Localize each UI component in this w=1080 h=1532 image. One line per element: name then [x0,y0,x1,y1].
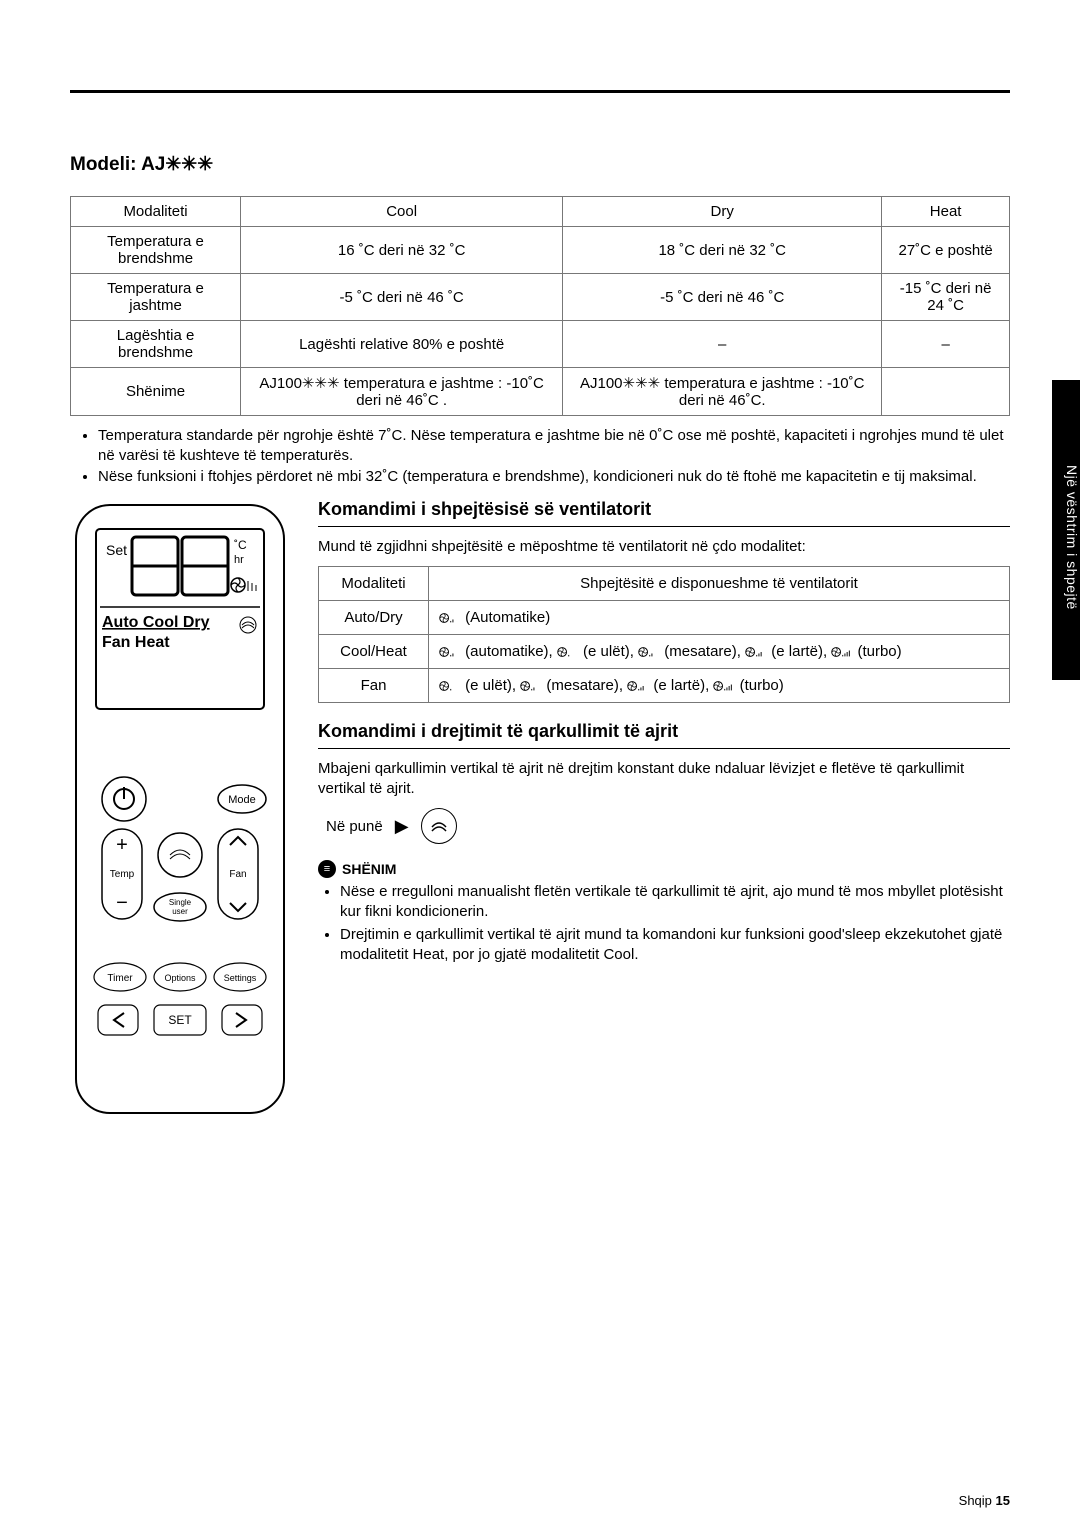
spec-cell: Lagështi relative 80% e poshtë [241,321,563,368]
note-label: SHËNIM [342,861,396,877]
spec-cell: Temperatura e brendshme [71,227,241,274]
swing-icon [421,808,457,844]
spec-cell: 18 ˚C deri në 32 ˚C [563,227,882,274]
fan-speed-intro: Mund të zgjidhni shpejtësitë e mëposhtme… [318,537,1010,557]
spec-bullet: Nëse funksioni i ftohjes përdoret në mbi… [98,467,1010,487]
spec-cell: 27˚C e poshtë [882,227,1010,274]
fan-button[interactable]: Fan [218,829,258,919]
fan-speeds-cell: (e ulët), (mesatare), (e lartë), (turbo) [429,669,1010,703]
display-unit: ˚C [234,538,247,552]
spec-cell: Temperatura e jashtme [71,274,241,321]
svg-text:Mode: Mode [228,794,256,806]
fan-speeds-cell: (Automatike) [429,601,1010,635]
svg-text:Timer: Timer [107,973,133,984]
note-list: Nëse e rregulloni manualisht fletën vert… [340,882,1010,964]
spec-cell: – [563,321,882,368]
note-item: Drejtimin e qarkullimit vertikal të ajri… [340,925,1010,964]
spec-cell: Lagështia e brendshme [71,321,241,368]
airflow-intro: Mbajeni qarkullimin vertikal të ajrit në… [318,759,1010,798]
svg-text:+: + [116,834,128,856]
svg-text:−: − [116,892,128,914]
swing-button[interactable] [158,833,202,877]
fan-speed-table: Modaliteti Shpejtësitë e disponueshme të… [318,566,1010,703]
top-rule [70,90,1010,93]
temp-button[interactable]: + Temp − [102,829,142,919]
spec-cell: AJ100✳✳✳ temperatura e jashtme : -10˚C d… [563,368,882,416]
spec-cell: 16 ˚C deri në 32 ˚C [241,227,563,274]
spec-cell: AJ100✳✳✳ temperatura e jashtme : -10˚C d… [241,368,563,416]
spec-header: Modaliteti [71,197,241,227]
modes-line1: Auto Cool Dry [102,614,210,631]
svg-text:Single: Single [169,898,192,907]
fan-table-header: Modaliteti [319,567,429,601]
svg-text:Settings: Settings [224,973,257,983]
svg-text:user: user [172,907,188,916]
svg-text:SET: SET [168,1013,192,1027]
page-footer: Shqip 15 [959,1493,1010,1508]
fan-table-header: Shpejtësitë e disponueshme të ventilator… [429,567,1010,601]
model-heading: Modeli: AJ✳✳✳ [70,153,1010,176]
fan-mode-cell: Fan [319,669,429,703]
spec-header: Dry [563,197,882,227]
svg-text:Fan: Fan [229,869,246,880]
remote-illustration: Set ˚C hr Auto [70,499,290,1123]
spec-header: Heat [882,197,1010,227]
svg-text:Options: Options [164,973,196,983]
fan-speed-title: Komandimi i shpejtësisë së ventilatorit [318,499,1010,520]
right-button[interactable] [222,1005,262,1035]
display-set: Set [106,542,127,558]
spec-cell [882,368,1010,416]
display-hr: hr [234,554,244,566]
spec-header: Cool [241,197,563,227]
fan-speeds-cell: (automatike), (e ulët), (mesatare), (e l… [429,635,1010,669]
spec-bullet: Temperatura standarde për ngrohje është … [98,426,1010,465]
working-label: Në punë [326,818,383,835]
spec-table: Modaliteti Cool Dry Heat Temperatura e b… [70,196,1010,416]
note-item: Nëse e rregulloni manualisht fletën vert… [340,882,1010,921]
svg-text:Temp: Temp [110,869,135,880]
spec-cell: Shënime [71,368,241,416]
note-icon: ≡ [318,860,336,878]
airflow-title: Komandimi i drejtimit të qarkullimit të … [318,721,1010,742]
spec-cell: – [882,321,1010,368]
fan-mode-cell: Auto/Dry [319,601,429,635]
spec-cell: -5 ˚C deri në 46 ˚C [563,274,882,321]
left-button[interactable] [98,1005,138,1035]
spec-cell: -5 ˚C deri në 46 ˚C [241,274,563,321]
spec-cell: -15 ˚C deri në 24 ˚C [882,274,1010,321]
spec-bullets: Temperatura standarde për ngrohje është … [98,426,1010,487]
fan-mode-cell: Cool/Heat [319,635,429,669]
modes-line2: Fan Heat [102,634,170,651]
